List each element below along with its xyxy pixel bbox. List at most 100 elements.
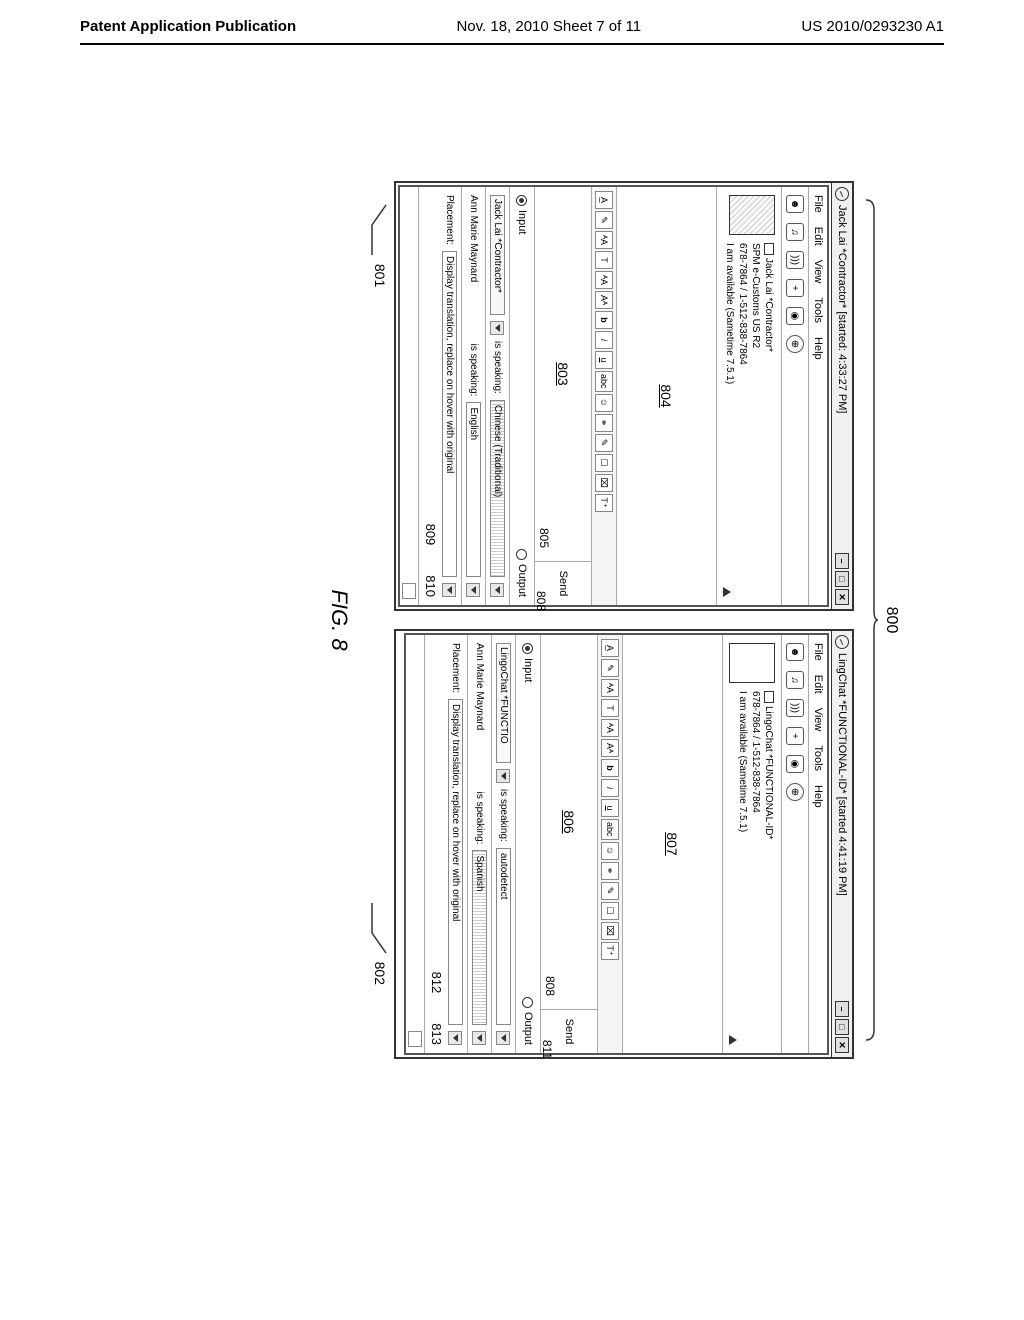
fmt-size-up-icon[interactable]: Aᴬ [601,739,619,757]
speaker2-lang-select[interactable]: English [466,402,481,577]
add-person-icon[interactable]: + [786,279,804,297]
people-group-icon[interactable]: ♫ [786,223,804,241]
input-radio[interactable] [516,195,527,206]
fmt-cancel-icon[interactable]: ⌧ [601,922,619,940]
fmt-t-icon[interactable]: T [595,251,613,269]
fmt-link-icon[interactable]: ⚭ [601,862,619,880]
menu-file[interactable]: File [812,643,824,661]
speaker1-name: Jack Lai *Contractor* [490,195,505,315]
globe-icon[interactable]: ⊕ [786,335,804,353]
output-radio[interactable] [522,997,533,1008]
menu-edit[interactable]: Edit [812,227,824,246]
menu-view[interactable]: View [812,260,824,284]
fmt-a-underline-icon[interactable]: A̲ [601,639,619,657]
dropdown-icon[interactable] [497,1031,511,1045]
speaker1-lang-select[interactable]: Chinese (Traditional) [490,400,505,577]
close-button[interactable]: ✕ [835,589,849,605]
input-radio[interactable] [522,643,533,654]
output-label: Output [522,1012,534,1045]
camera-icon[interactable]: ◉ [786,755,804,773]
fmt-spellcheck-icon[interactable]: abc [595,371,613,392]
people-group-icon[interactable]: ♫ [786,671,804,689]
fmt-underline-icon[interactable]: u [595,351,613,369]
fmt-italic-icon[interactable]: i [601,779,619,797]
fmt-tplus-icon[interactable]: T⁺ [601,942,619,960]
compose-input[interactable]: 806 [541,635,597,1009]
person-icon[interactable]: ☻ [786,195,804,213]
speaker2-lang-select[interactable]: Spanish [472,850,487,1025]
fmt-cancel-icon[interactable]: ⌧ [595,474,613,492]
minimize-button[interactable]: – [835,1001,849,1017]
input-radio-group[interactable]: Input [516,195,528,234]
minimize-button[interactable]: – [835,553,849,569]
fmt-pencil-icon[interactable]: ✎ [595,211,613,229]
output-radio[interactable] [516,549,527,560]
fmt-link-icon[interactable]: ⚭ [595,414,613,432]
fmt-edit-icon[interactable]: ✎ [595,434,613,452]
ear-icon[interactable]: ))) [786,251,804,269]
placement-select[interactable]: Display translation, replace on hover wi… [448,699,463,1025]
menu-file[interactable]: File [812,195,824,213]
compose-input[interactable]: 803 [535,187,591,561]
speaking-label: is speaking: [498,789,509,842]
fmt-edit-icon[interactable]: ✎ [601,882,619,900]
tray-icon[interactable] [402,583,416,599]
avatar [729,195,775,235]
ear-icon[interactable]: ))) [786,699,804,717]
fmt-a-underline-icon[interactable]: A̲ [595,191,613,209]
dropdown-icon[interactable] [467,583,481,597]
dropdown-icon[interactable] [473,1031,487,1045]
titlebar: Jack Lai *Contractor* [started: 4:33:27 … [831,183,852,609]
speaking-label: is speaking: [492,341,503,394]
fmt-box-icon[interactable]: ☐ [601,902,619,920]
fmt-italic-icon[interactable]: i [595,331,613,349]
fmt-t-icon[interactable]: T [601,699,619,717]
fmt-font-icon[interactable]: ᴬA [601,679,619,697]
menu-help[interactable]: Help [812,337,824,360]
dropdown-icon[interactable] [491,321,505,335]
camera-icon[interactable]: ◉ [786,307,804,325]
dropdown-icon[interactable] [491,583,505,597]
menu-tools[interactable]: Tools [812,297,824,323]
maximize-button[interactable]: □ [835,571,849,587]
globe-icon[interactable]: ⊕ [786,783,804,801]
close-button[interactable]: ✕ [835,1037,849,1053]
fmt-bold-icon[interactable]: b [601,759,619,777]
tray-icon[interactable] [408,1031,422,1047]
ref-806: 806 [561,810,577,833]
dropdown-icon[interactable] [497,769,511,783]
placement-row: Placement: Display translation, replace … [444,635,467,1053]
fmt-emoji-icon[interactable]: ☺ [601,842,619,860]
menu-tools[interactable]: Tools [812,745,824,771]
fmt-tplus-icon[interactable]: T⁺ [595,494,613,512]
fmt-size-up-icon[interactable]: Aᴬ [595,291,613,309]
output-radio-group[interactable]: Output [522,997,534,1045]
add-person-icon[interactable]: + [786,727,804,745]
placement-select[interactable]: Display translation, replace on hover wi… [442,251,457,577]
menu-edit[interactable]: Edit [812,675,824,694]
dropdown-icon[interactable] [443,583,457,597]
ref-805: 805 [537,528,551,548]
fmt-emoji-icon[interactable]: ☺ [595,394,613,412]
maximize-button[interactable]: □ [835,1019,849,1035]
input-radio-group[interactable]: Input [522,643,534,682]
header-left: Patent Application Publication [80,18,296,35]
speaking-label: is speaking: [474,792,485,845]
fmt-bold-icon[interactable]: b [595,311,613,329]
menu-view[interactable]: View [812,708,824,732]
scroll-up-icon[interactable] [729,1035,737,1045]
fmt-spellcheck-icon[interactable]: abc [601,819,619,840]
fmt-box-icon[interactable]: ☐ [595,454,613,472]
dropdown-icon[interactable] [449,1031,463,1045]
fmt-underline-icon[interactable]: u [601,799,619,817]
fmt-font-icon[interactable]: ᴬA [595,231,613,249]
fmt-size-down-icon[interactable]: ᴬA [595,271,613,289]
scroll-up-icon[interactable] [723,587,731,597]
speaker1-lang-select[interactable]: autodetect [496,848,511,1025]
menu-help[interactable]: Help [812,785,824,808]
app-icon [835,187,849,201]
fmt-size-down-icon[interactable]: ᴬA [601,719,619,737]
person-icon[interactable]: ☻ [786,643,804,661]
output-radio-group[interactable]: Output [516,549,528,597]
fmt-pencil-icon[interactable]: ✎ [601,659,619,677]
